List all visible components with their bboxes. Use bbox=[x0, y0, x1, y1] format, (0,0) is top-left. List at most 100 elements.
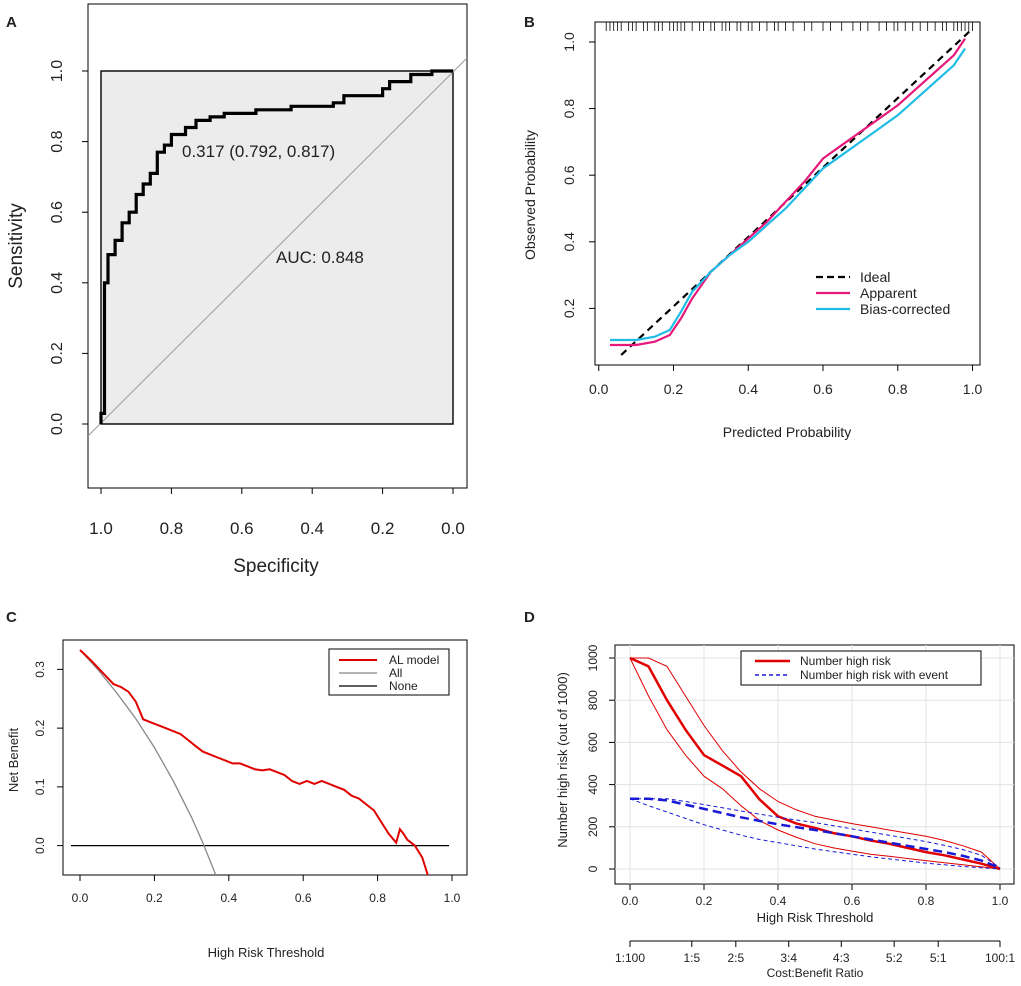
panel-b-y-tick-label: 1.0 bbox=[561, 32, 577, 52]
panel-a-x-tick-label: 0.6 bbox=[230, 519, 254, 538]
panel-a-x-axis-label: Specificity bbox=[233, 556, 319, 577]
panel-c-y-tick-label: 0.0 bbox=[33, 837, 47, 854]
panel-d-line-number-high-risk-with-event-upper-ci bbox=[630, 798, 1001, 869]
panel-b-line-bias-corrected bbox=[610, 47, 966, 342]
panel-b-frame bbox=[594, 21, 981, 366]
panel-c-decision-curve: C 0.0 0.2 0.4 0.6 0.8 1.0 0.0 0.1 0.2 0.3 High Risk… bbox=[6, 609, 468, 960]
panel-b-y-axis-label: Observed Probability bbox=[522, 130, 538, 260]
panel-c-line-all bbox=[79, 649, 217, 875]
panel-a-reference-diagonal bbox=[87, 57, 468, 437]
panel-a-frame bbox=[87, 3, 468, 489]
panel-d-legend-box bbox=[740, 650, 982, 686]
panel-d-secondary-tick-label: 2:5 bbox=[727, 951, 744, 965]
panel-b-x-tick-label: 1.0 bbox=[963, 381, 983, 397]
panel-b-y-tick-label: 0.8 bbox=[561, 99, 577, 119]
panel-d-line-number-high-risk-with-event bbox=[630, 797, 1001, 870]
panel-d-line-number-high-risk bbox=[629, 656, 1001, 871]
panel-d-y-tick-label: 0 bbox=[586, 865, 600, 872]
panel-c-letter: C bbox=[6, 609, 17, 626]
panel-a-x-tick-label: 0.8 bbox=[160, 519, 184, 538]
panel-b-line-apparent bbox=[610, 38, 966, 347]
panel-b-x-axis-label: Predicted Probability bbox=[723, 424, 851, 440]
panel-d-line-number-high-risk-with-event-lower-ci bbox=[629, 798, 1001, 870]
panel-a-y-axis-label: Sensitivity bbox=[6, 203, 27, 289]
panel-d-secondary-tick-label: 5:2 bbox=[886, 951, 903, 965]
panel-c-frame bbox=[62, 639, 468, 876]
panel-b-x-tick-label: 0.0 bbox=[589, 381, 609, 397]
panel-d-frame bbox=[614, 644, 1015, 885]
panel-a-x-tick-label: 0.4 bbox=[300, 519, 324, 538]
panel-b-x-tick-label: 0.6 bbox=[813, 381, 833, 397]
panel-b-letter: B bbox=[524, 14, 535, 31]
panel-c-x-tick-label: 0.0 bbox=[72, 891, 89, 905]
panel-c-x-tick-label: 0.2 bbox=[146, 891, 163, 905]
panel-d-line-number-high-risk-lower-ci bbox=[629, 657, 1001, 870]
panel-d-x-tick-label: 0.0 bbox=[622, 894, 639, 908]
panel-d-legend-label: Number high risk bbox=[800, 654, 892, 668]
panel-d-x-tick-label: 0.4 bbox=[770, 894, 787, 908]
panel-d-x-tick-label: 1.0 bbox=[992, 894, 1009, 908]
panel-d-secondary-axis-label: Cost:Benefit Ratio bbox=[767, 966, 864, 980]
panel-b-x-tick-label: 0.8 bbox=[888, 381, 908, 397]
panel-c-x-tick-label: 0.4 bbox=[220, 891, 237, 905]
panel-d-x-axis-label: High Risk Threshold bbox=[757, 910, 874, 925]
panel-d-y-tick-label: 1000 bbox=[586, 644, 600, 671]
panel-b-x-tick-label: 0.4 bbox=[739, 381, 759, 397]
panel-d-secondary-tick-label: 4:3 bbox=[833, 951, 850, 965]
panel-c-legend-label: All bbox=[389, 666, 402, 680]
panel-c-y-tick-label: 0.1 bbox=[33, 778, 47, 795]
panel-d-line-number-high-risk-upper-ci bbox=[630, 657, 1001, 870]
panel-d-secondary-tick-label: 5:1 bbox=[930, 951, 947, 965]
panel-d-x-tick-label: 0.8 bbox=[918, 894, 935, 908]
panel-d-x-tick-label: 0.6 bbox=[844, 894, 861, 908]
panel-a-y-tick-label: 0.6 bbox=[49, 201, 66, 223]
panel-d-secondary-tick-label: 3:4 bbox=[780, 951, 797, 965]
panel-d-letter: D bbox=[524, 609, 535, 626]
panel-d-y-tick-label: 400 bbox=[586, 774, 600, 794]
panel-a-y-tick-label: 0.0 bbox=[49, 413, 66, 435]
panel-d-y-axis-label: Number high risk (out of 1000) bbox=[555, 672, 570, 848]
panel-c-x-tick-label: 1.0 bbox=[444, 891, 461, 905]
panel-a-y-tick-label: 0.8 bbox=[49, 130, 66, 152]
panel-d-y-tick-label: 800 bbox=[586, 690, 600, 710]
panel-b-calibration: B 0.0 0.2 0.4 0.6 0.8 1.0 0.2 0.4 0.6 0.8 1.0 Predic… bbox=[522, 14, 982, 440]
panel-a-roc: A 0.0 0.2 0.4 0.6 0.8 1.0 1.0 0.8 0.6 0.4 0.2 0.0 Spe… bbox=[6, 3, 468, 577]
panel-d-y-tick-label: 200 bbox=[586, 816, 600, 836]
panel-a-y-tick-label: 1.0 bbox=[49, 60, 66, 82]
panel-c-legend-box bbox=[328, 648, 450, 696]
panel-b-y-tick-label: 0.6 bbox=[561, 165, 577, 185]
panel-d-clinical-impact: D 0.0 0.2 0.4 0.6 0.8 1.0 0 200 400 600 800 1000 High… bbox=[524, 609, 1015, 980]
panel-c-legend-label: AL model bbox=[389, 653, 439, 667]
panel-a-roc-curve bbox=[99, 69, 453, 424]
panel-a-auc-annotation: AUC: 0.848 bbox=[276, 248, 364, 267]
panel-d-secondary-tick-label: 1:5 bbox=[683, 951, 700, 965]
panel-c-lines bbox=[71, 649, 449, 875]
panel-d-y-tick-label: 600 bbox=[586, 732, 600, 752]
panel-a-y-tick-label: 0.4 bbox=[49, 272, 66, 294]
panel-c-x-axis-label: High Risk Threshold bbox=[208, 945, 325, 960]
panel-c-y-tick-label: 0.2 bbox=[33, 719, 47, 736]
panel-d-secondary-tick-label: 100:1 bbox=[985, 951, 1015, 965]
panel-a-letter: A bbox=[6, 14, 17, 31]
panel-a-x-tick-label: 1.0 bbox=[89, 519, 113, 538]
panel-d-secondary-tick-label: 1:100 bbox=[615, 951, 645, 965]
panel-c-y-tick-label: 0.3 bbox=[33, 661, 47, 678]
panel-b-legend-label: Apparent bbox=[860, 285, 917, 301]
panel-b-y-tick-label: 0.4 bbox=[561, 232, 577, 252]
panel-b-line-ideal bbox=[620, 27, 974, 356]
panel-c-x-tick-label: 0.6 bbox=[295, 891, 312, 905]
panel-c-legend-label: None bbox=[389, 679, 418, 693]
panel-a-y-tick-label: 0.2 bbox=[49, 342, 66, 364]
panel-a-x-tick-label: 0.0 bbox=[441, 519, 465, 538]
panel-b-legend-label: Bias-corrected bbox=[860, 301, 950, 317]
panel-d-x-tick-label: 0.2 bbox=[696, 894, 713, 908]
panel-c-x-tick-label: 0.8 bbox=[369, 891, 386, 905]
panel-b-x-tick-label: 0.2 bbox=[664, 381, 684, 397]
panel-a-x-tick-label: 0.2 bbox=[371, 519, 395, 538]
panel-a-threshold-annotation: 0.317 (0.792, 0.817) bbox=[182, 142, 335, 161]
panel-b-legend-label: Ideal bbox=[860, 269, 890, 285]
panel-c-line-al-model bbox=[79, 649, 429, 875]
panel-c-y-axis-label: Net Benefit bbox=[6, 727, 21, 792]
panel-b-y-tick-label: 0.2 bbox=[561, 298, 577, 318]
